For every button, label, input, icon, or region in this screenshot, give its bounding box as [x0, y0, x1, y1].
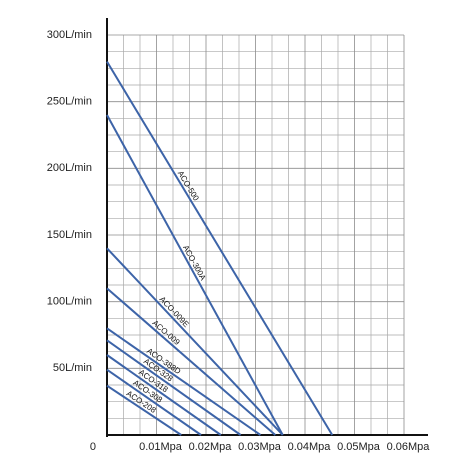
series-line [106, 368, 202, 436]
series-line [106, 384, 182, 436]
series-line [106, 339, 242, 436]
x-tick-label: 0.06Mpa [387, 441, 431, 453]
series-line [106, 61, 334, 436]
y-tick-label: 200L/min [47, 162, 92, 174]
y-tick-label: 150L/min [47, 229, 92, 241]
series-label: ACO-300A [181, 244, 208, 283]
x-tick-label: 0.01Mpa [139, 441, 183, 453]
y-tick-label: 250L/min [47, 96, 92, 108]
y-tick-label: 50L/min [53, 362, 92, 374]
x-tick-label: 0.03Mpa [238, 441, 282, 453]
series-line [106, 287, 276, 436]
x-tick-label: 0.04Mpa [288, 441, 332, 453]
y-tick-label: 0 [90, 441, 96, 453]
series-line [106, 354, 222, 436]
series-line [106, 114, 284, 436]
series-line [106, 327, 262, 436]
x-tick-label: 0.02Mpa [189, 441, 233, 453]
y-tick-label: 300L/min [47, 29, 92, 41]
series-line [106, 247, 284, 436]
x-tick-label: 0.05Mpa [337, 441, 381, 453]
y-tick-label: 100L/min [47, 296, 92, 308]
